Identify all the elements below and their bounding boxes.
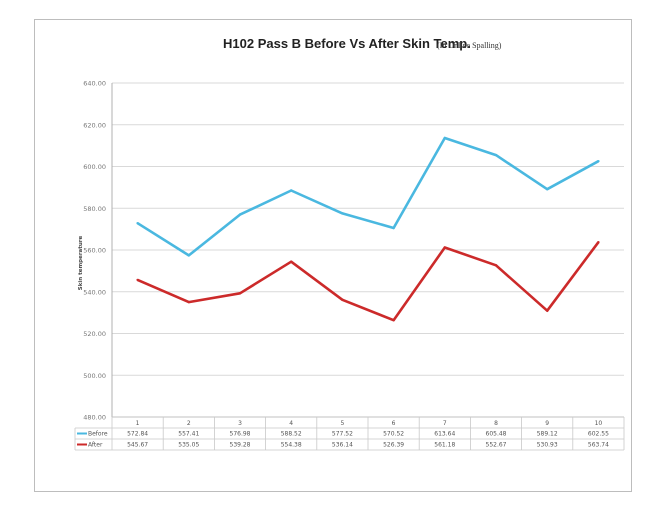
y-axis-label: Skin temperature — [78, 235, 84, 290]
y-tick-label: 560.00 — [83, 247, 106, 255]
x-tick-label: 3 — [238, 420, 242, 427]
data-point — [494, 264, 498, 267]
data-point — [290, 260, 293, 263]
data-point — [443, 136, 446, 140]
data-point — [187, 300, 190, 304]
data-label: 554.38 — [281, 442, 302, 449]
series-line-2 — [137, 241, 600, 322]
x-tick-label: 5 — [340, 420, 344, 427]
data-point — [392, 226, 395, 230]
data-label: 563.74 — [588, 442, 609, 449]
y-tick-label: 620.00 — [83, 121, 106, 129]
series-line-1 — [136, 136, 600, 257]
data-label: 545.67 — [127, 442, 148, 449]
data-point — [341, 212, 344, 215]
data-point — [494, 153, 498, 157]
data-label: 526.39 — [383, 442, 404, 449]
y-tick-label: 580.00 — [83, 205, 106, 213]
x-tick-label: 8 — [494, 420, 498, 427]
legend-label: After — [88, 442, 103, 449]
data-label: 576.98 — [230, 431, 251, 438]
chart-frame: H102 Pass B Before Vs After Skin Temp. (… — [34, 19, 632, 492]
x-tick-label: 1 — [136, 420, 140, 427]
y-tick-label: 480.00 — [83, 414, 106, 422]
data-label: 588.52 — [281, 431, 302, 438]
y-tick-label: 500.00 — [83, 372, 106, 380]
data-point — [546, 188, 549, 191]
x-tick-label: 9 — [545, 420, 549, 427]
data-label: 589.12 — [537, 431, 558, 438]
data-point — [546, 309, 549, 312]
data-label: 577.52 — [332, 431, 353, 438]
y-tick-label: 540.00 — [83, 288, 106, 296]
data-point — [238, 213, 242, 216]
data-label: 605.48 — [486, 431, 507, 438]
data-point — [290, 189, 293, 192]
data-point — [136, 278, 139, 282]
gridlines — [111, 82, 624, 418]
data-point — [341, 298, 344, 302]
y-tick-labels: 480.00 500.00 520.00 540.00 560.00 580.00 600.… — [83, 80, 106, 422]
data-point — [597, 240, 600, 244]
x-tick-label: 4 — [289, 420, 293, 427]
data-label: 539.28 — [230, 442, 251, 449]
data-label: 530.93 — [537, 442, 558, 449]
data-label: 570.52 — [383, 431, 404, 438]
y-tick-label: 640.00 — [83, 80, 106, 88]
data-label: 552.67 — [486, 442, 507, 449]
legend-label: Before — [88, 431, 108, 438]
data-point — [443, 246, 446, 249]
data-point — [238, 292, 242, 295]
series-lines — [136, 136, 600, 322]
x-tick-label: 10 — [595, 420, 603, 427]
data-label: 572.84 — [127, 431, 148, 438]
chart-subtitle: (In Online Spalling) — [437, 41, 502, 50]
data-point — [136, 221, 139, 225]
y-tick-label: 520.00 — [83, 330, 106, 338]
data-label: 613.64 — [434, 431, 455, 438]
data-point — [392, 318, 395, 322]
y-tick-label: 600.00 — [83, 163, 106, 171]
x-tick-label: 2 — [187, 420, 191, 427]
chart-title: H102 Pass B Before Vs After Skin Temp. — [223, 36, 471, 51]
data-point — [187, 254, 190, 257]
data-label: 535.05 — [178, 442, 199, 449]
data-table: 1 2 3 4 5 6 7 8 9 10 Before 572.84 557.41 576.98 588.5… — [74, 416, 625, 451]
data-point — [597, 159, 600, 163]
line-chart: H102 Pass B Before Vs After Skin Temp. (… — [74, 36, 625, 451]
data-label: 557.41 — [178, 431, 199, 438]
x-tick-label: 7 — [443, 420, 447, 427]
x-tick-label: 6 — [392, 420, 396, 427]
data-label: 536.14 — [332, 442, 353, 449]
data-label: 561.18 — [434, 442, 455, 449]
data-label: 602.55 — [588, 431, 609, 438]
